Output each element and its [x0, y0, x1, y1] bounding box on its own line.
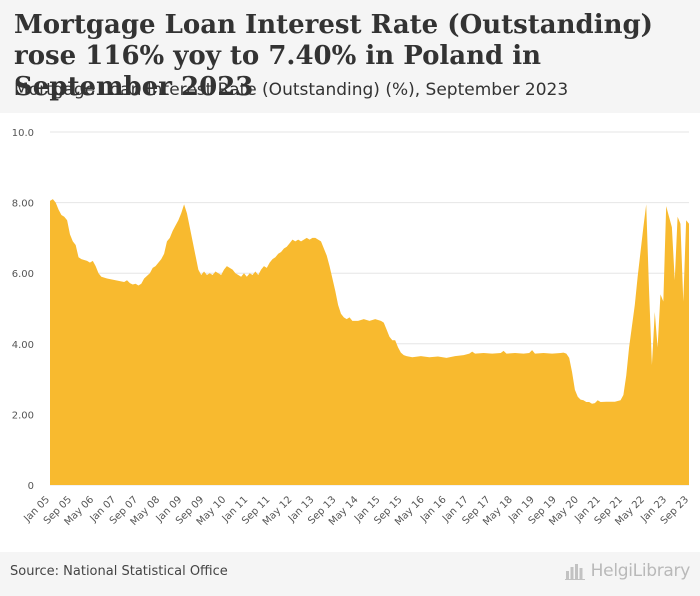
y-axis: 0 2.00 4.00 6.00 8.00 10.0 — [12, 128, 34, 492]
chart-subtitle: Mortgage Loan Interest Rate (Outstanding… — [14, 80, 569, 100]
brand-name: HelgiLibrary — [590, 561, 691, 581]
bar-chart-logo-icon — [564, 562, 587, 580]
area-layer — [50, 199, 689, 485]
y-tick-label: 0 — [28, 481, 34, 492]
y-tick-label: 6.00 — [12, 269, 34, 280]
series-area — [50, 199, 689, 485]
footer-band: Source: National Statistical Office Helg… — [0, 552, 700, 596]
brand-logo: HelgiLibrary — [564, 561, 691, 581]
chart-title: Mortgage Loan Interest Rate (Outstanding… — [14, 10, 653, 102]
y-tick-label: 4.00 — [12, 340, 34, 351]
header-band: Mortgage Loan Interest Rate (Outstanding… — [0, 0, 700, 113]
y-tick-label: 8.00 — [12, 199, 34, 210]
y-tick-label: 10.0 — [12, 128, 34, 139]
y-tick-label: 2.00 — [12, 410, 34, 421]
source-note: Source: National Statistical Office — [10, 564, 228, 579]
